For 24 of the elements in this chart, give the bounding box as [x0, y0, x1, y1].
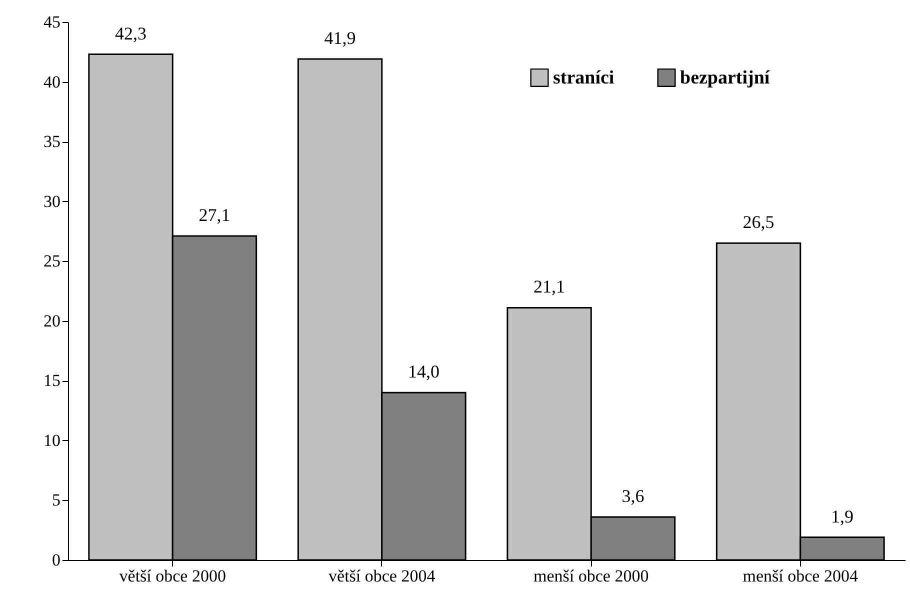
- y-tick-label: 0: [52, 550, 60, 570]
- legend-label: straníci: [553, 68, 614, 89]
- y-tick-label: 30: [44, 192, 60, 211]
- legend-label: bezpartijní: [680, 68, 770, 89]
- y-tick-label: 25: [44, 252, 60, 271]
- y-tick-label: 10: [44, 430, 60, 450]
- data-label: 3,6: [622, 486, 644, 506]
- data-label: 27,1: [198, 205, 230, 226]
- y-tick-label: 15: [44, 371, 60, 390]
- data-label: 26,5: [742, 212, 774, 232]
- x-tick-label: větší obce 2004: [328, 566, 436, 586]
- x-tick-label: menší obce 2000: [534, 566, 649, 586]
- y-tick-label: 45: [44, 12, 60, 32]
- y-tick-label: 35: [44, 132, 60, 152]
- y-tick-label: 20: [44, 311, 60, 330]
- data-label: 21,1: [534, 276, 566, 297]
- data-label: 41,9: [324, 28, 356, 48]
- x-tick-label: větší obce 2000: [119, 566, 226, 586]
- data-label: 14,0: [408, 362, 440, 382]
- data-label: 42,3: [115, 23, 147, 44]
- y-tick-label: 40: [44, 72, 60, 92]
- data-label: 1,9: [830, 506, 854, 526]
- x-tick-label: menší obce 2004: [742, 566, 858, 586]
- y-tick-label: 5: [52, 490, 60, 510]
